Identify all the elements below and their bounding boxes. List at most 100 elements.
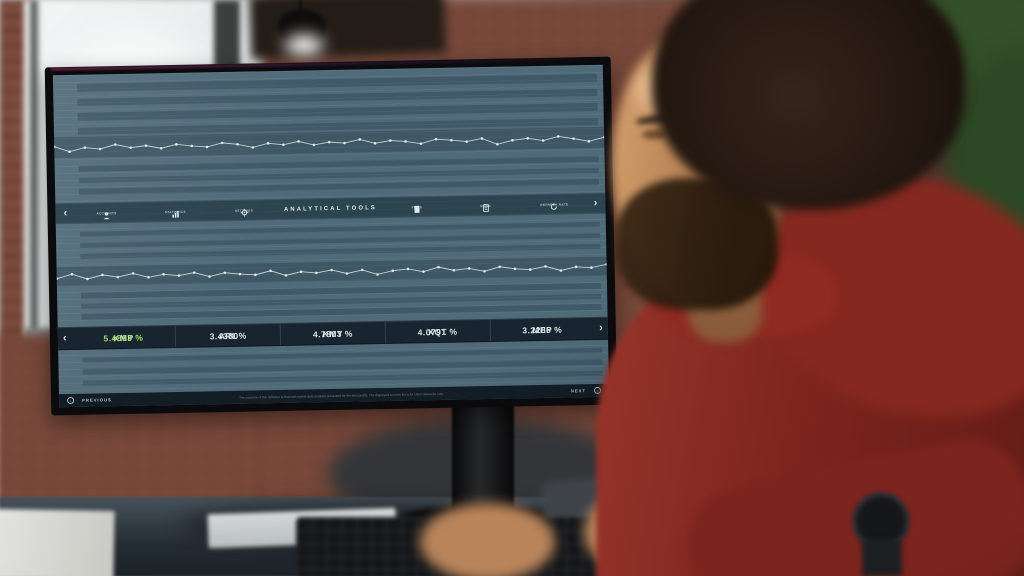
ticker-cell-plo[interactable]: PLO0.736▼: [367, 162, 425, 164]
ticker-cell-xen[interactable]: XEN0.867▼: [483, 154, 541, 156]
ticker-cell-ktn[interactable]: KTN0.330▲: [368, 168, 426, 170]
ticker-cell-kfu[interactable]: KFU0.805▲: [429, 358, 487, 360]
ticker-cell-bop[interactable]: BOP0.866▼: [483, 177, 541, 179]
ticker-cell-ybu[interactable]: YBU0.603▼: [370, 289, 428, 291]
ticker-cell-ldr[interactable]: LDR0.155▲: [251, 120, 309, 121]
ticker-cell-ogf[interactable]: OGF0.319▲: [140, 358, 198, 360]
ticker-cell-yov[interactable]: YOV0.685▼: [138, 249, 196, 251]
ticker-cell-sew[interactable]: SEW0.697▲: [427, 243, 485, 245]
index-segment-kmy[interactable]: KMY 4.7803 %: [279, 321, 385, 345]
ticker-cell-ogf[interactable]: OGF0.319▲: [135, 78, 193, 80]
ticker-cell-bop[interactable]: BOP0.207▲: [544, 350, 602, 352]
ticker-cell-zql[interactable]: ZQL0.775▲: [310, 169, 368, 171]
tool-news[interactable]: NEWS: [456, 203, 515, 212]
ticker-cell-fci[interactable]: FCI1.092▲: [427, 254, 485, 256]
ticker-cell-kfu[interactable]: KFU0.805▲: [427, 238, 485, 239]
ticker-cell-api[interactable]: API0.864▼: [542, 224, 600, 226]
ticker-cell-bop[interactable]: BOP0.207▲: [543, 280, 601, 282]
ticker-cell-viv[interactable]: VIV0.154▼: [311, 223, 369, 225]
ticker-cell-mky[interactable]: MKY3.907▲: [195, 225, 253, 227]
ticker-cell-zql[interactable]: ZQL0.775▲: [311, 234, 369, 236]
index-segment-arl[interactable]: ARL 3.4380%: [175, 323, 281, 348]
ticker-cell-bte[interactable]: BTE0.025▲: [81, 289, 139, 291]
ticker-cell-spa[interactable]: SPA0.748▼: [136, 161, 194, 162]
tool-settings[interactable]: SETTINGS: [215, 208, 274, 216]
ticker-cell-syo[interactable]: SYO0.024▲: [424, 94, 482, 96]
ticker-cell-mvb[interactable]: MVB0.984▼: [81, 310, 139, 312]
ticker-cell-sur[interactable]: SUR0.887▲: [542, 219, 600, 220]
ticker-cell-stp[interactable]: STP0.388▲: [487, 352, 545, 353]
ticker-cell-lfb[interactable]: LFB3.693▲: [371, 359, 429, 361]
chevron-right-icon[interactable]: ›: [599, 321, 603, 334]
ticker-cell-tls[interactable]: TLS0.863▲: [371, 371, 429, 373]
ticker-cell-plo[interactable]: PLO0.736▼: [371, 354, 429, 356]
ticker-cell-yov[interactable]: YOV0.685▼: [141, 387, 199, 389]
ticker-cell-vuc[interactable]: VUC2.115▼: [251, 127, 309, 129]
ticker-cell-ntb[interactable]: NTB0.496▲: [196, 242, 254, 244]
ticker-cell-ntb[interactable]: NTB0.496▲: [197, 314, 255, 315]
tool-accounts[interactable]: ACCOUNTS: [77, 210, 136, 219]
ticker-cell-irb[interactable]: IRB0.881▼: [79, 179, 137, 181]
ticker-cell-vie[interactable]: VIE4.984▲: [372, 377, 430, 378]
ticker-cell-tpp[interactable]: TPP1.108▼: [256, 362, 314, 364]
ticker-cell-ark[interactable]: ARK0.920▲: [140, 370, 198, 371]
ticker-cell-kfm[interactable]: KFM0.354▲: [138, 243, 196, 245]
ticker-cell-yov[interactable]: YOV0.685▼: [137, 184, 195, 186]
ticker-cell-rob[interactable]: ROB4.381▲: [79, 191, 137, 193]
ticker-cell-cye[interactable]: CYE0.091▲: [486, 313, 544, 315]
ticker-cell-irb[interactable]: IRB0.881▼: [195, 231, 253, 233]
ticker-cell-usp[interactable]: USP5.542▲: [426, 190, 484, 192]
ticker-cell-yov[interactable]: YOV0.685▼: [139, 309, 197, 311]
ticker-cell-irb[interactable]: IRB0.881▼: [198, 380, 256, 382]
ticker-cell-fzc[interactable]: FZC0.584▼: [77, 87, 135, 88]
ticker-cell-xen[interactable]: XEN0.867▼: [485, 253, 543, 255]
ticker-cell-rob[interactable]: ROB4.381▲: [77, 101, 135, 103]
ticker-cell-tek[interactable]: TEK0.164▼: [197, 298, 255, 300]
ticker-cell-tmt[interactable]: TMT5.025▲: [483, 171, 541, 173]
ticker-cell-tmt[interactable]: TMT5.025▲: [482, 122, 540, 124]
ticker-cell-mev[interactable]: MEV2.188▲: [486, 292, 544, 294]
ticker-cell-oco[interactable]: OCO0.292▲: [136, 122, 194, 124]
ticker-cell-spa[interactable]: SPA0.748▼: [135, 86, 193, 87]
ticker-cell-fzc[interactable]: FZC0.584▼: [82, 354, 140, 355]
ticker-cell-lfb[interactable]: LFB3.693▲: [368, 174, 426, 176]
ticker-cell-coq[interactable]: COQ2.245▲: [198, 357, 256, 359]
ticker-cell-sew[interactable]: SEW0.697▲: [424, 102, 482, 104]
ticker-cell-fzc[interactable]: FZC0.584▼: [81, 295, 139, 296]
ticker-cell-tmt[interactable]: TMT5.025▲: [482, 93, 540, 95]
ticker-cell-kfu[interactable]: KFU0.805▲: [428, 309, 486, 311]
ticker-cell-var[interactable]: VAR1.064▼: [310, 175, 368, 177]
ticker-cell-cye[interactable]: CYE0.091▲: [482, 115, 540, 117]
ticker-cell-usp[interactable]: USP5.542▲: [429, 370, 487, 372]
ticker-cell-mev[interactable]: MEV2.188▲: [487, 363, 545, 365]
ticker-cell-oco[interactable]: OCO0.292▲: [139, 320, 197, 322]
ticker-cell-kfu[interactable]: KFU0.805▲: [425, 173, 483, 174]
ticker-cell-sob[interactable]: SOB0.185▲: [310, 181, 368, 182]
ticker-cell-oco[interactable]: OCO0.292▲: [140, 375, 198, 377]
ticker-cell-wht[interactable]: WHT0.777▲: [139, 304, 197, 306]
ticker-cell-dgr[interactable]: DGR0.707▼: [486, 303, 544, 305]
ticker-cell-bte[interactable]: BTE0.025▲: [82, 359, 140, 361]
ticker-cell-bop[interactable]: BOP0.207▲: [542, 247, 600, 248]
ticker-cell-api[interactable]: API0.864▼: [540, 92, 598, 94]
next-button[interactable]: NEXT: [570, 388, 587, 394]
ticker-cell-mky[interactable]: MKY3.907▲: [197, 319, 255, 321]
ticker-cell-wjd[interactable]: WJD1.955▲: [83, 376, 141, 378]
ticker-cell-ybu[interactable]: YBU0.603▼: [371, 348, 429, 350]
ticker-cell-tpp[interactable]: TPP1.108▼: [251, 112, 309, 114]
ticker-cell-ivo[interactable]: IVO1.084▼: [254, 297, 312, 298]
ticker-cell-lce[interactable]: LCE0.123▲: [77, 94, 135, 96]
ticker-cell-wun[interactable]: WUN0.053▲: [543, 286, 601, 288]
ticker-cell-var[interactable]: VAR1.064▼: [311, 240, 369, 242]
ticker-cell-anu[interactable]: ANU0.773▲: [312, 285, 370, 287]
ticker-cell-ktn[interactable]: KTN0.320▲: [369, 233, 427, 235]
ticker-cell-ybu[interactable]: YBU0.603▼: [367, 156, 425, 158]
ticker-cell-bop[interactable]: BOP0.207▲: [541, 159, 599, 160]
ticker-cell-huv[interactable]: HUV0.822▲: [252, 158, 310, 160]
ticker-cell-kfu[interactable]: KFU0.805▲: [424, 109, 482, 111]
ticker-cell-oco[interactable]: OCO0.292▲: [138, 226, 196, 228]
ticker-cell-ajt[interactable]: AJT0.643▲: [196, 259, 254, 261]
ticker-cell-usp[interactable]: USP5.542▲: [428, 314, 486, 316]
ticker-cell-eto[interactable]: ETO0.938▼: [541, 176, 599, 178]
ticker-cell-syo[interactable]: SYO0.024▲: [429, 375, 487, 377]
